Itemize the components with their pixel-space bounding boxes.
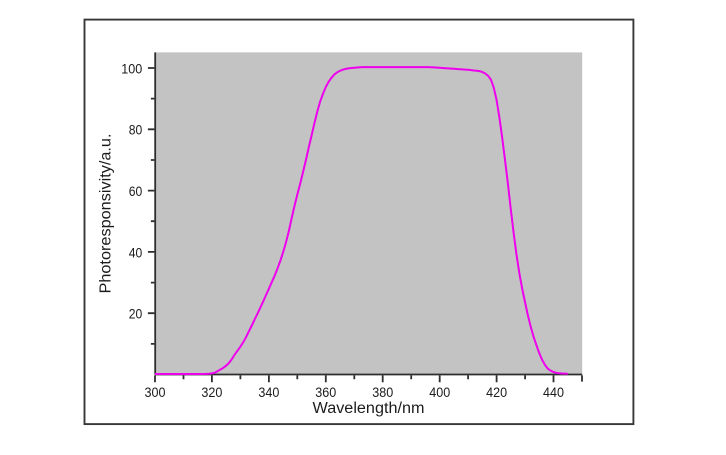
svg-text:40: 40 — [129, 244, 143, 260]
svg-text:340: 340 — [258, 384, 279, 400]
svg-text:100: 100 — [121, 60, 142, 76]
svg-text:420: 420 — [486, 384, 507, 400]
svg-text:440: 440 — [543, 384, 564, 400]
svg-text:80: 80 — [129, 122, 143, 138]
svg-text:60: 60 — [129, 183, 143, 199]
svg-text:Wavelength/nm: Wavelength/nm — [313, 400, 425, 417]
svg-text:360: 360 — [315, 384, 336, 400]
svg-text:380: 380 — [372, 384, 393, 400]
svg-text:Photoresponsivity/a.u.: Photoresponsivity/a.u. — [98, 134, 115, 294]
svg-text:320: 320 — [201, 384, 222, 400]
svg-text:400: 400 — [429, 384, 450, 400]
svg-text:300: 300 — [145, 384, 166, 400]
svg-text:20: 20 — [129, 306, 143, 322]
